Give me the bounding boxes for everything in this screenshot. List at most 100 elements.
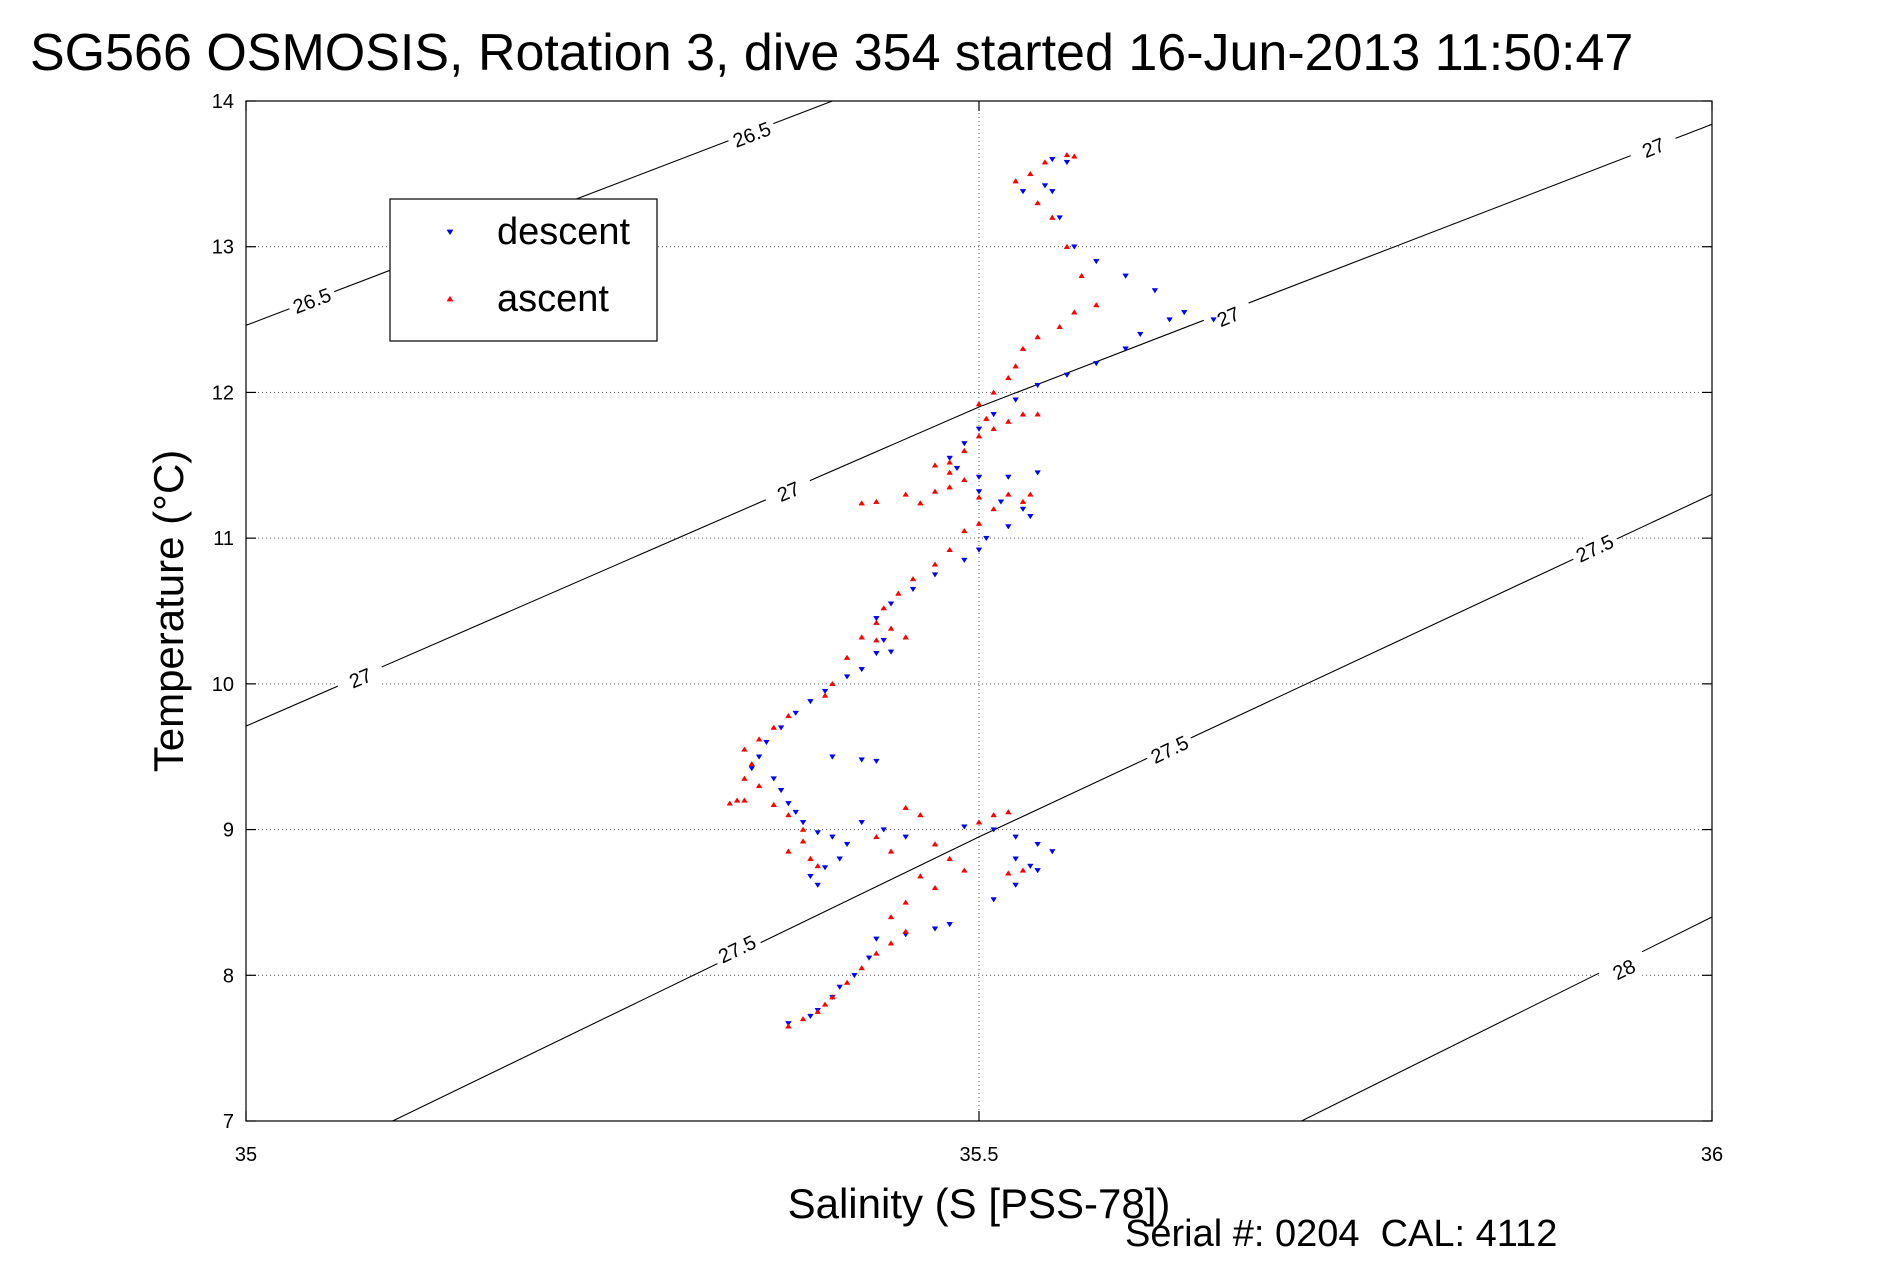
descent-point [1137,331,1144,338]
legend: descent ascent [389,198,658,342]
ascent-point [961,867,968,873]
ascent-point [873,833,880,840]
descent-point [975,489,983,495]
y-tick-label: 14 [212,91,234,113]
ascent-point [1005,809,1012,815]
ascent-point [990,506,997,512]
ascent-point [887,940,895,946]
descent-point [843,674,851,680]
descent-point [1034,841,1041,848]
descent-point [931,926,939,932]
ascent-point [931,488,939,494]
ascent-point [785,1023,792,1029]
contour-label-bg [1201,295,1256,338]
ascent-point [975,433,983,439]
descent-point [1093,259,1100,265]
descent-point [1034,382,1041,389]
ascent-point [1063,151,1071,158]
descent-point [1027,514,1034,520]
ascent-point [785,848,792,854]
ascent-point [1019,345,1027,351]
footer-serial: Serial #: 0204 CAL: 4112 [1125,1213,1557,1255]
descent-point [807,1013,814,1020]
descent-point [1012,856,1019,862]
data-points [726,151,1217,1029]
ascent-point [990,425,997,432]
y-tick-label: 8 [223,965,234,987]
descent-point [1041,183,1049,189]
contour-label-bg [284,279,340,322]
ascent-point [873,637,880,643]
ascent-point [1012,363,1019,369]
contour-label-bg [761,470,816,513]
descent-point [961,557,968,563]
ascent-point [1071,153,1078,159]
descent-point [807,873,814,880]
descent-point [763,739,770,746]
descent-point [1071,244,1078,250]
ascent-point [990,812,997,818]
legend-marker-ascent [446,295,454,302]
descent-point [1019,506,1027,512]
ascent-point [733,797,741,803]
contour-line-27-5 [392,493,1712,1121]
y-tick-label: 7 [223,1111,234,1133]
descent-point [1093,361,1100,367]
ascent-point [946,459,953,465]
ascent-point [975,494,983,500]
descent-point [1063,372,1071,378]
ascent-point [931,841,939,847]
contour-label-bg [709,927,765,972]
ascent-point [755,736,763,742]
ascent-point [858,500,865,506]
descent-point [946,922,953,928]
descent-point [792,809,800,816]
ascent-point [917,873,924,879]
ascent-point [880,605,887,611]
ascent-point [1034,411,1041,417]
ascent-point [917,500,924,506]
ascent-point [1041,159,1049,165]
ascent-point [807,855,814,861]
ascent-point [741,797,748,803]
ascent-point [1034,200,1041,206]
descent-point [975,547,983,553]
legend-label-descent: descent [497,211,631,253]
ascent-point [1019,411,1027,417]
contour-label-bg [1142,727,1197,772]
legend-label-ascent: ascent [497,278,609,320]
ascent-point [829,994,836,1000]
descent-point [880,637,887,644]
descent-point [1012,834,1019,840]
ascent-point [748,761,756,767]
descent-point [1063,159,1071,166]
descent-point [1005,524,1012,530]
chart-title: SG566 OSMOSIS, Rotation 3, dive 354 star… [30,24,1633,82]
ascent-point [821,692,829,698]
ascent-point [1027,491,1034,497]
descent-point [975,426,983,432]
descent-point [887,601,895,607]
ascent-point [843,979,851,985]
y-tick-label: 13 [212,237,234,259]
ascent-point [858,634,865,640]
ascent-point [1034,334,1041,340]
descent-point [836,984,843,990]
ascent-point [902,928,909,934]
descent-point [865,955,873,961]
ascent-point [843,654,851,660]
ascent-point [873,950,880,956]
descent-point [851,973,858,979]
ascent-point [909,575,917,582]
x-tick-label: 36 [1701,1144,1723,1166]
ascent-point [1071,309,1078,315]
descent-point [1034,868,1041,874]
ascent-point [1019,498,1027,504]
ascent-point [902,491,909,497]
ascent-point [873,619,880,625]
ascent-point [1012,178,1019,184]
x-tick-label: 35.5 [960,1144,999,1166]
y-tick-label: 10 [212,674,234,696]
descent-point [807,699,814,705]
descent-point [953,465,961,472]
